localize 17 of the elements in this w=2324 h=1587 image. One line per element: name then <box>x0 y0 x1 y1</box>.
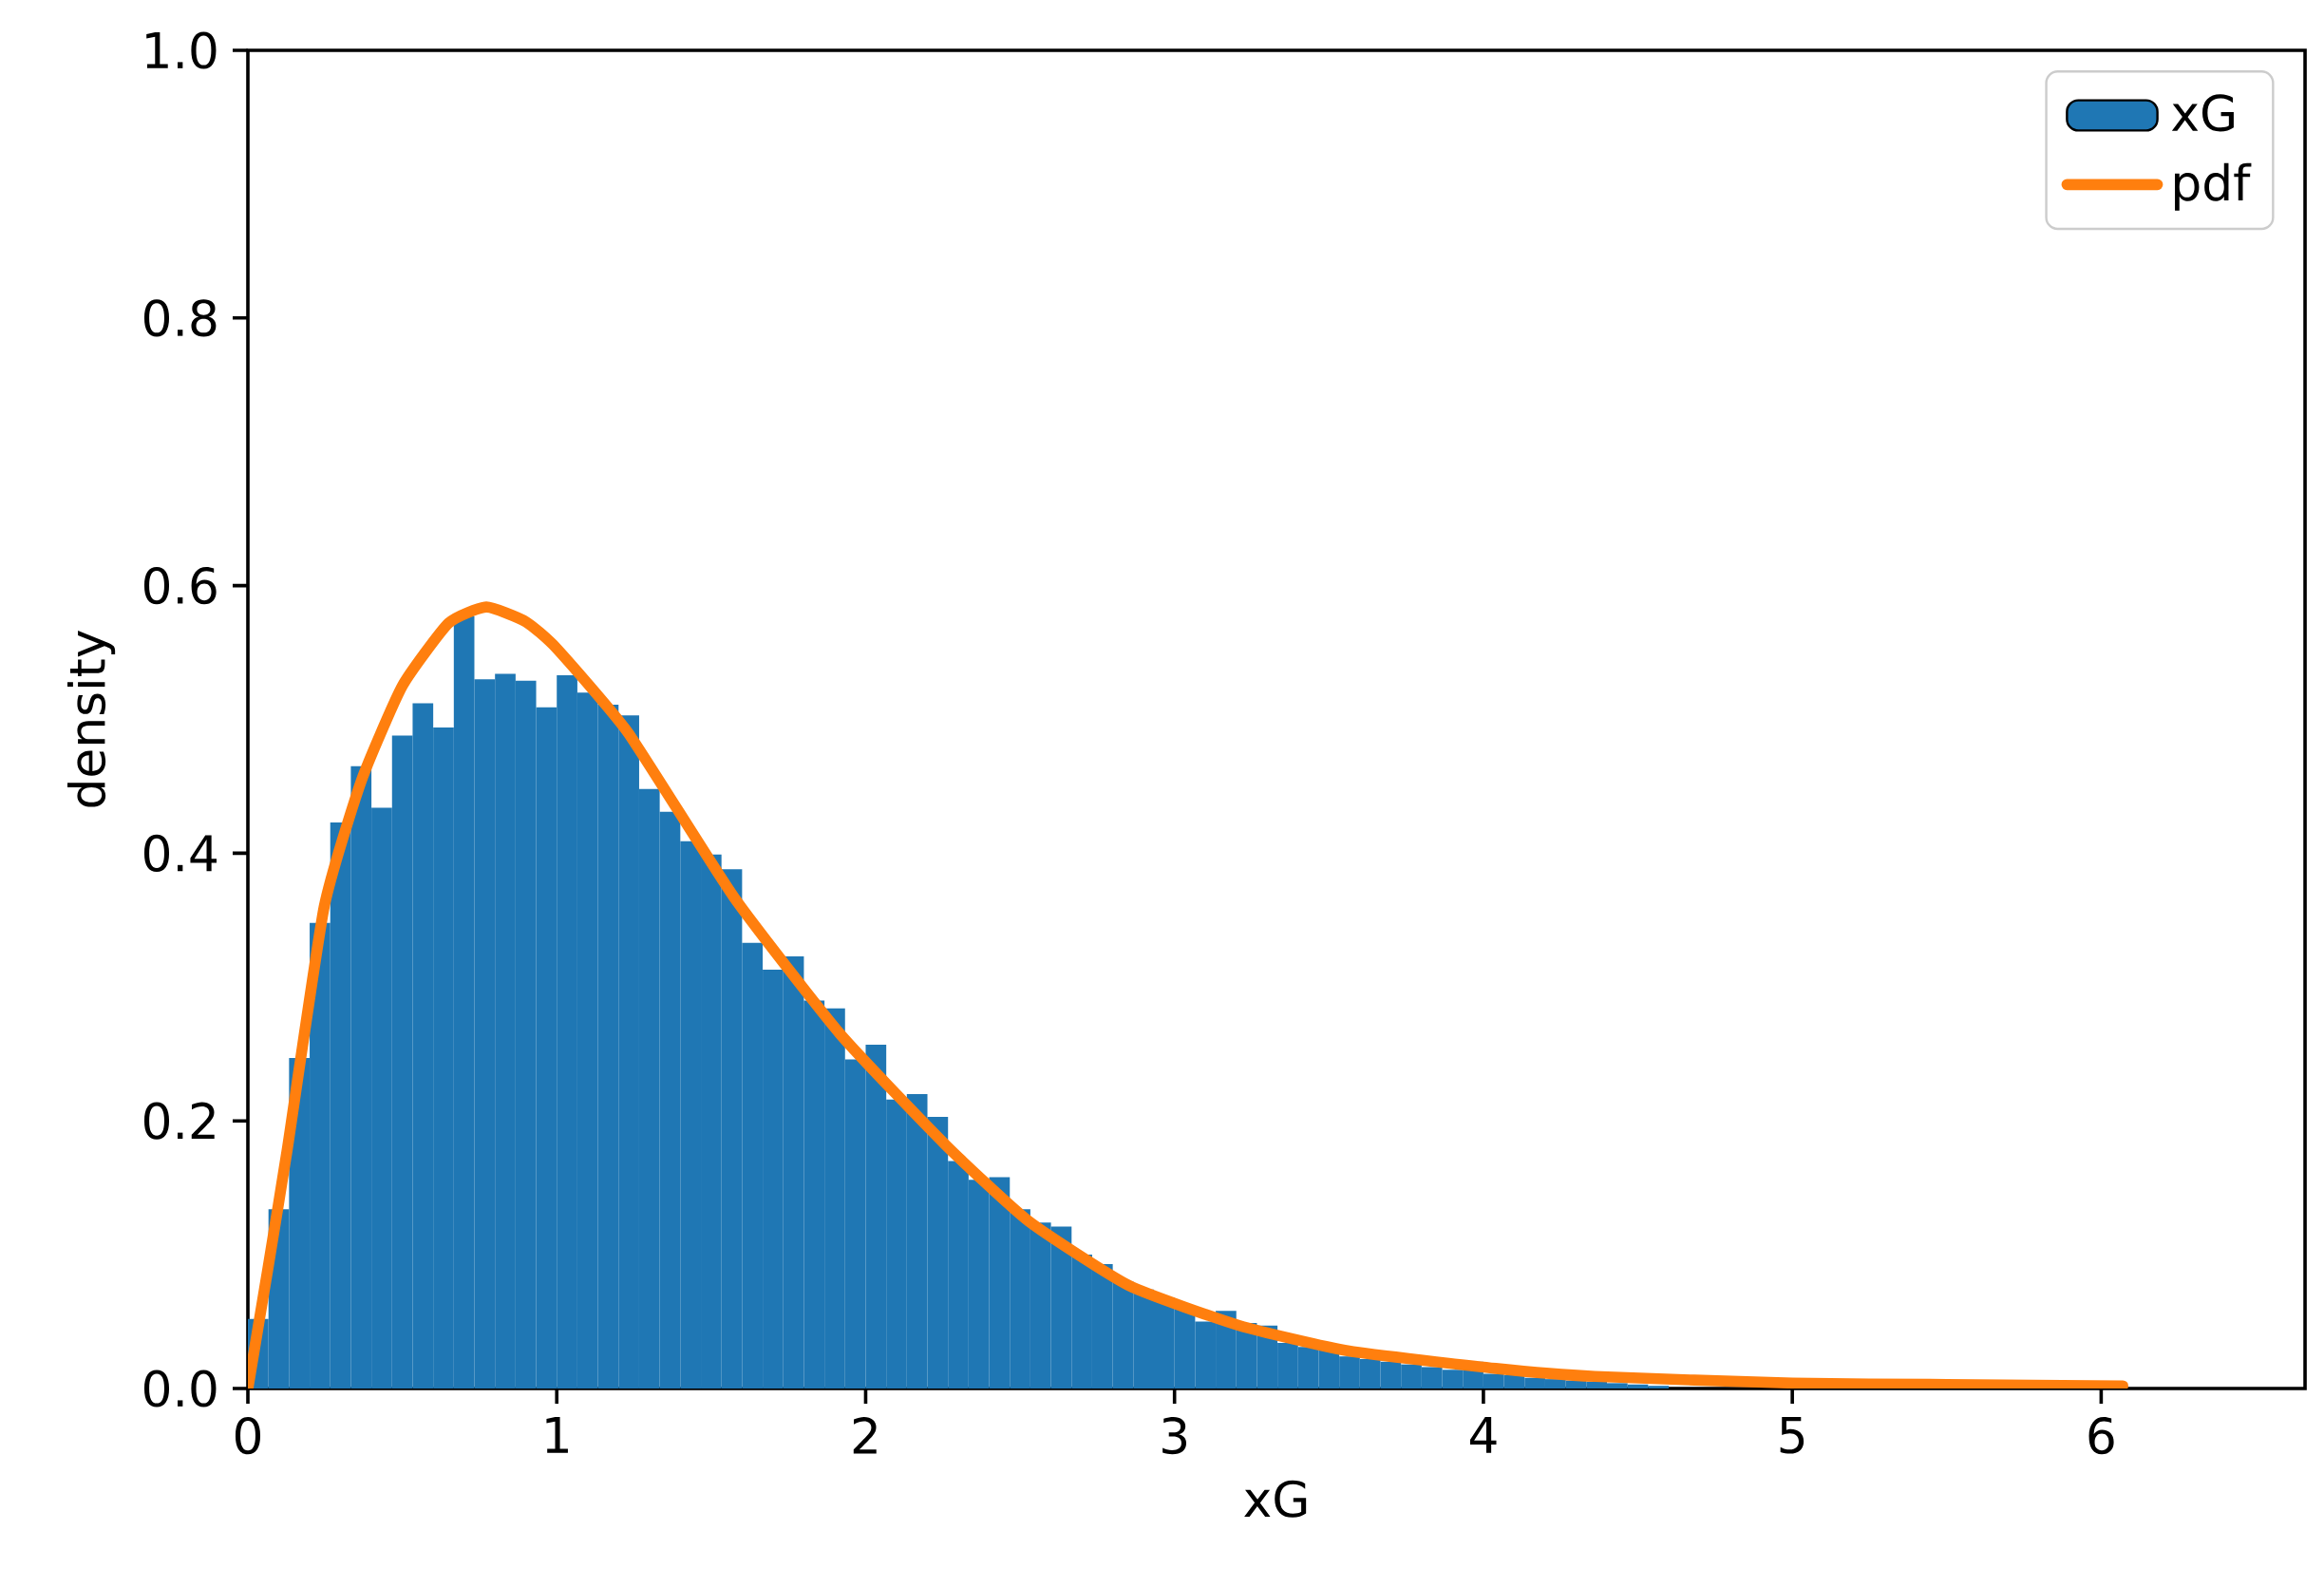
x-tick-label: 3 <box>1162 1417 1187 1455</box>
x-tick-label: 6 <box>2088 1417 2114 1455</box>
legend-label: xG <box>2171 94 2234 132</box>
y-axis-title: density <box>67 631 116 807</box>
y-tick-label: 1.0 <box>146 31 217 69</box>
x-tick-label: 1 <box>546 1417 568 1453</box>
legend-label: pdf <box>2175 162 2252 211</box>
y-tick-label: 0.6 <box>143 567 217 605</box>
x-tick-label: 5 <box>1780 1417 1804 1454</box>
x-tick-label: 0 <box>235 1417 261 1455</box>
y-tick-label: 0.2 <box>143 1102 215 1140</box>
x-tick-label: 4 <box>1469 1417 1497 1453</box>
x-axis-title: xG <box>1244 1480 1307 1518</box>
y-tick-label: 0.4 <box>143 834 217 872</box>
y-tick-label: 0.8 <box>143 299 217 337</box>
y-tick-label: 0.0 <box>143 1370 217 1408</box>
x-tick-label: 2 <box>853 1417 877 1454</box>
